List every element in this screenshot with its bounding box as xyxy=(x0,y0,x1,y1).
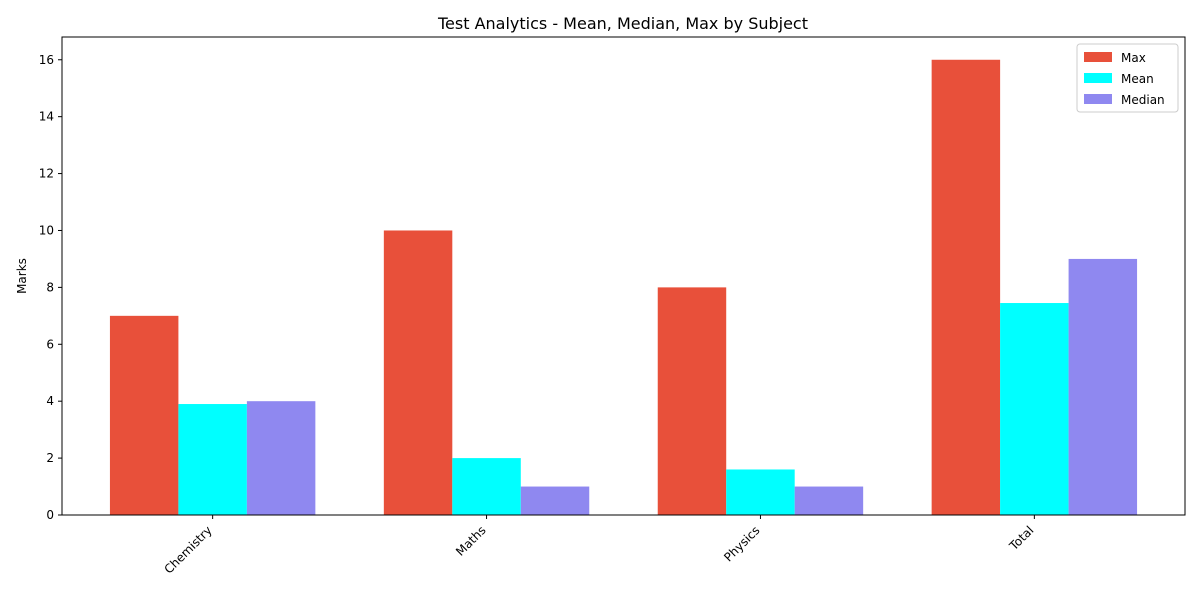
bar-median-physics xyxy=(794,486,864,515)
y-tick-label: 4 xyxy=(46,394,54,408)
legend-label-median: Median xyxy=(1121,93,1165,107)
bar-median-chemistry xyxy=(246,401,316,515)
bar-median-maths xyxy=(520,486,590,515)
bar-mean-physics xyxy=(726,469,795,515)
legend-swatch-mean xyxy=(1084,73,1112,83)
plot-frame xyxy=(61,36,1186,516)
x-axis-ticks: Chemistry Maths Physics Total xyxy=(161,515,1036,577)
y-tick-label: 16 xyxy=(39,53,54,67)
y-tick-label: 0 xyxy=(46,508,54,522)
bar-median-total xyxy=(1068,258,1138,515)
y-tick-label: 6 xyxy=(46,337,54,351)
bar-mean-maths xyxy=(452,458,521,515)
y-tick-label: 14 xyxy=(39,110,54,124)
bar-mean-total xyxy=(1000,303,1069,515)
legend-label-max: Max xyxy=(1121,51,1146,65)
y-tick-label: 8 xyxy=(46,280,54,294)
y-tick-label: 10 xyxy=(39,223,54,237)
bar-mean-chemistry xyxy=(178,404,247,515)
bar-max-maths xyxy=(383,230,453,515)
chart-title: Test Analytics - Mean, Median, Max by Su… xyxy=(437,14,808,33)
bar-max-chemistry xyxy=(109,315,179,515)
bar-max-physics xyxy=(657,287,727,515)
legend-label-mean: Mean xyxy=(1121,72,1154,86)
x-tick-label-chemistry: Chemistry xyxy=(161,523,214,576)
legend-swatch-median xyxy=(1084,94,1112,104)
bars-group xyxy=(109,59,1138,516)
legend: Max Mean Median xyxy=(1076,43,1179,113)
y-axis-ticks: 0 2 4 6 8 10 12 14 16 xyxy=(39,53,62,522)
bar-max-total xyxy=(931,59,1001,516)
y-tick-label: 12 xyxy=(39,167,54,181)
legend-swatch-max xyxy=(1084,52,1112,62)
y-tick-label: 2 xyxy=(46,451,54,465)
x-tick-label-maths: Maths xyxy=(453,523,489,559)
x-tick-label-physics: Physics xyxy=(721,523,762,564)
x-tick-label-total: Total xyxy=(1006,523,1036,553)
y-axis-label: Marks xyxy=(15,258,29,294)
